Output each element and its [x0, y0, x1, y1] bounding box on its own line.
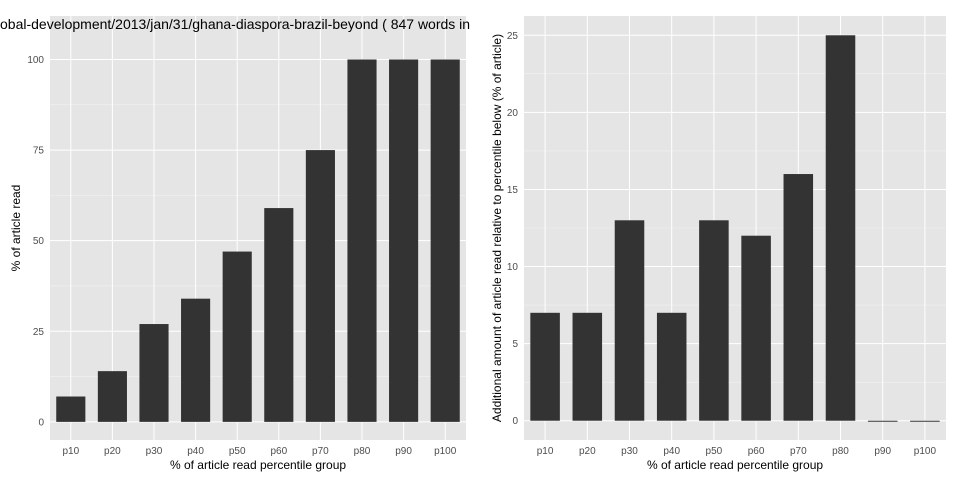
- bar-p10: [530, 312, 560, 421]
- bar-p50: [699, 220, 729, 421]
- y-tick-label: 50: [33, 236, 45, 247]
- right-x-tick-labels: p10 p20 p30 p40 p50 p60 p70 p80 p90 p100: [537, 446, 937, 457]
- x-tick-label: p70: [312, 446, 329, 457]
- x-tick-label: p90: [395, 446, 412, 457]
- left-x-tick-labels: p10 p20 p30 p40 p50 p60 p70 p80 p90 p100: [62, 446, 456, 457]
- right-x-axis-title: % of article read percentile group: [647, 458, 823, 472]
- bar-p10: [56, 396, 86, 422]
- x-tick-label: p10: [62, 446, 79, 457]
- x-tick-label: p70: [790, 446, 807, 457]
- x-tick-label: p100: [914, 446, 937, 457]
- x-tick-label: p60: [270, 446, 287, 457]
- x-tick-label: p30: [621, 446, 638, 457]
- bar-p70: [783, 174, 814, 421]
- bar-p40: [181, 298, 211, 422]
- y-tick-label: 0: [38, 417, 44, 428]
- right-bars: [530, 35, 940, 422]
- left-y-axis-title: % of article read: [9, 185, 23, 272]
- left-bars: [56, 59, 460, 422]
- y-tick-label: 15: [507, 185, 519, 196]
- bar-p90: [389, 59, 419, 422]
- bar-p60: [741, 235, 771, 421]
- x-tick-label: p40: [663, 446, 680, 457]
- y-tick-label: 25: [33, 327, 45, 338]
- x-tick-label: p30: [146, 446, 163, 457]
- right-y-axis-title: Additional amount of article read relati…: [490, 34, 504, 422]
- y-tick-label: 100: [27, 55, 44, 66]
- bar-p30: [139, 324, 169, 422]
- x-tick-label: p50: [229, 446, 246, 457]
- bar-p40: [656, 312, 687, 421]
- left-y-tick-labels: 0 25 50 75 100: [27, 55, 44, 428]
- x-tick-label: p50: [706, 446, 723, 457]
- x-tick-label: p20: [579, 446, 596, 457]
- bar-p100: [910, 420, 940, 422]
- x-tick-label: p80: [832, 446, 849, 457]
- y-tick-label: 75: [33, 146, 45, 157]
- x-tick-label: p10: [537, 446, 554, 457]
- right-y-tick-labels: 0 5 10 15 20 25: [507, 31, 519, 427]
- y-tick-label: 25: [507, 31, 519, 42]
- bar-p20: [572, 312, 603, 421]
- y-tick-label: 20: [507, 108, 519, 119]
- x-tick-label: p40: [187, 446, 204, 457]
- left-chart-title: obal-development/2013/jan/31/ghana-diasp…: [0, 16, 470, 32]
- bar-p20: [97, 371, 127, 422]
- left-x-axis-title: % of article read percentile group: [170, 458, 346, 472]
- bar-p30: [614, 220, 645, 421]
- bar-p100: [430, 59, 460, 422]
- bar-p80: [347, 59, 377, 422]
- x-tick-label: p60: [748, 446, 765, 457]
- y-tick-label: 5: [512, 339, 518, 350]
- bar-p90: [867, 420, 898, 422]
- bar-p50: [222, 251, 252, 422]
- y-tick-label: 0: [512, 416, 518, 427]
- x-tick-label: p20: [104, 446, 121, 457]
- bar-p80: [825, 35, 856, 421]
- x-tick-label: p100: [434, 446, 457, 457]
- x-tick-label: p80: [354, 446, 371, 457]
- x-tick-label: p90: [874, 446, 891, 457]
- bar-p70: [305, 150, 335, 422]
- y-tick-label: 10: [507, 262, 519, 273]
- bar-p60: [264, 208, 294, 422]
